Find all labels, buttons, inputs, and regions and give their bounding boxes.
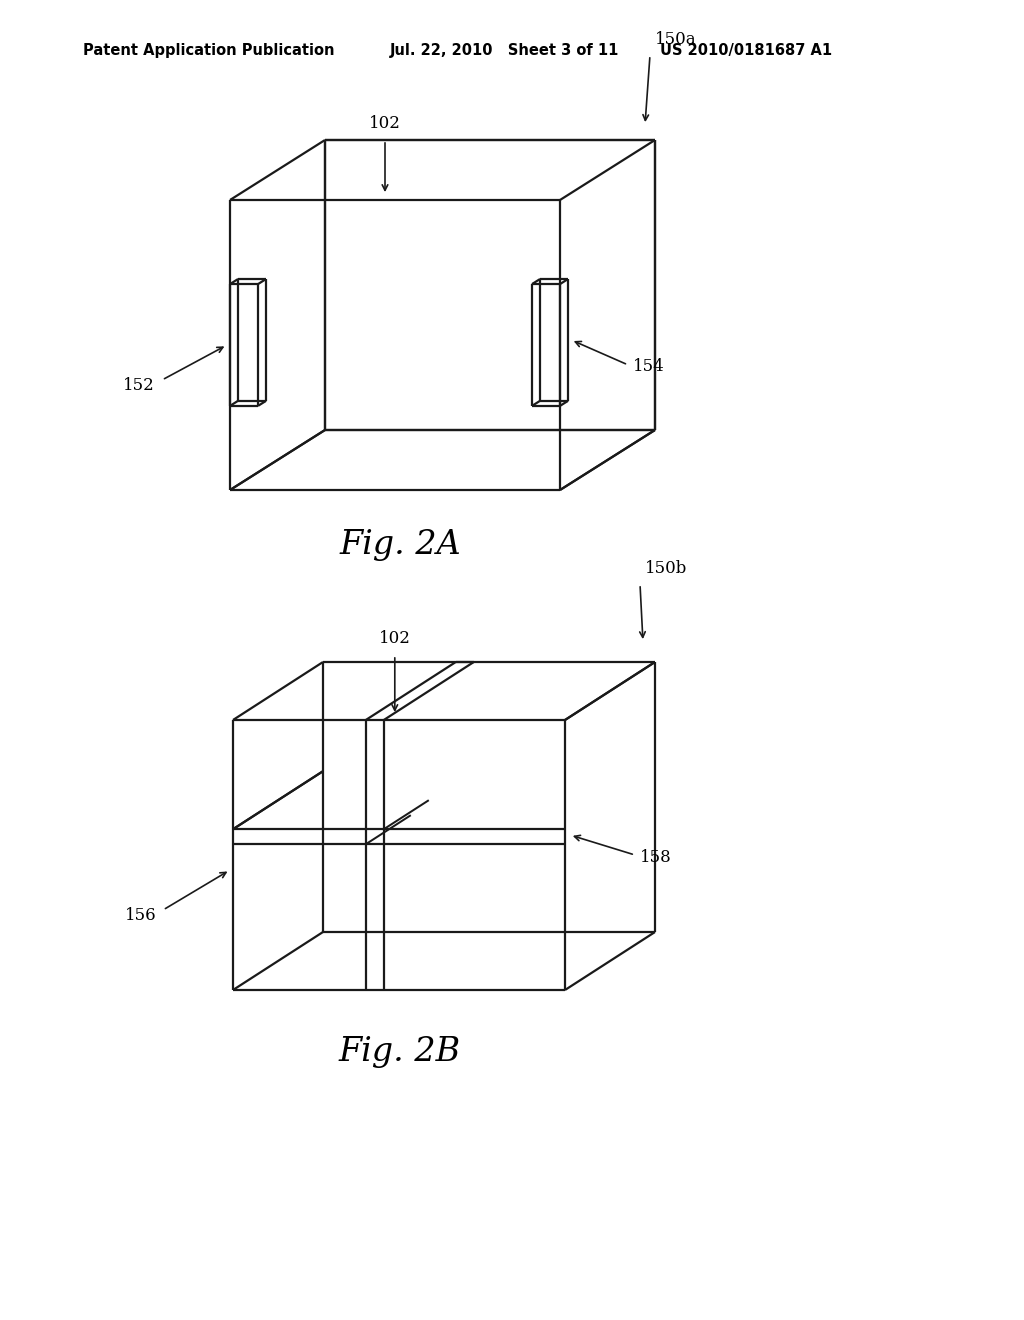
Text: US 2010/0181687 A1: US 2010/0181687 A1 — [660, 42, 833, 58]
Text: 152: 152 — [123, 376, 155, 393]
Text: 150b: 150b — [645, 560, 687, 577]
Text: 102: 102 — [369, 115, 401, 132]
Text: Fig. 2B: Fig. 2B — [339, 1036, 461, 1068]
Text: 156: 156 — [125, 907, 157, 924]
Text: Jul. 22, 2010   Sheet 3 of 11: Jul. 22, 2010 Sheet 3 of 11 — [390, 42, 620, 58]
Text: 158: 158 — [640, 849, 672, 866]
Text: 150a: 150a — [655, 30, 696, 48]
Text: 102: 102 — [379, 630, 411, 647]
Text: Patent Application Publication: Patent Application Publication — [83, 42, 335, 58]
Text: 154: 154 — [633, 359, 665, 375]
Text: Fig. 2A: Fig. 2A — [339, 529, 461, 561]
